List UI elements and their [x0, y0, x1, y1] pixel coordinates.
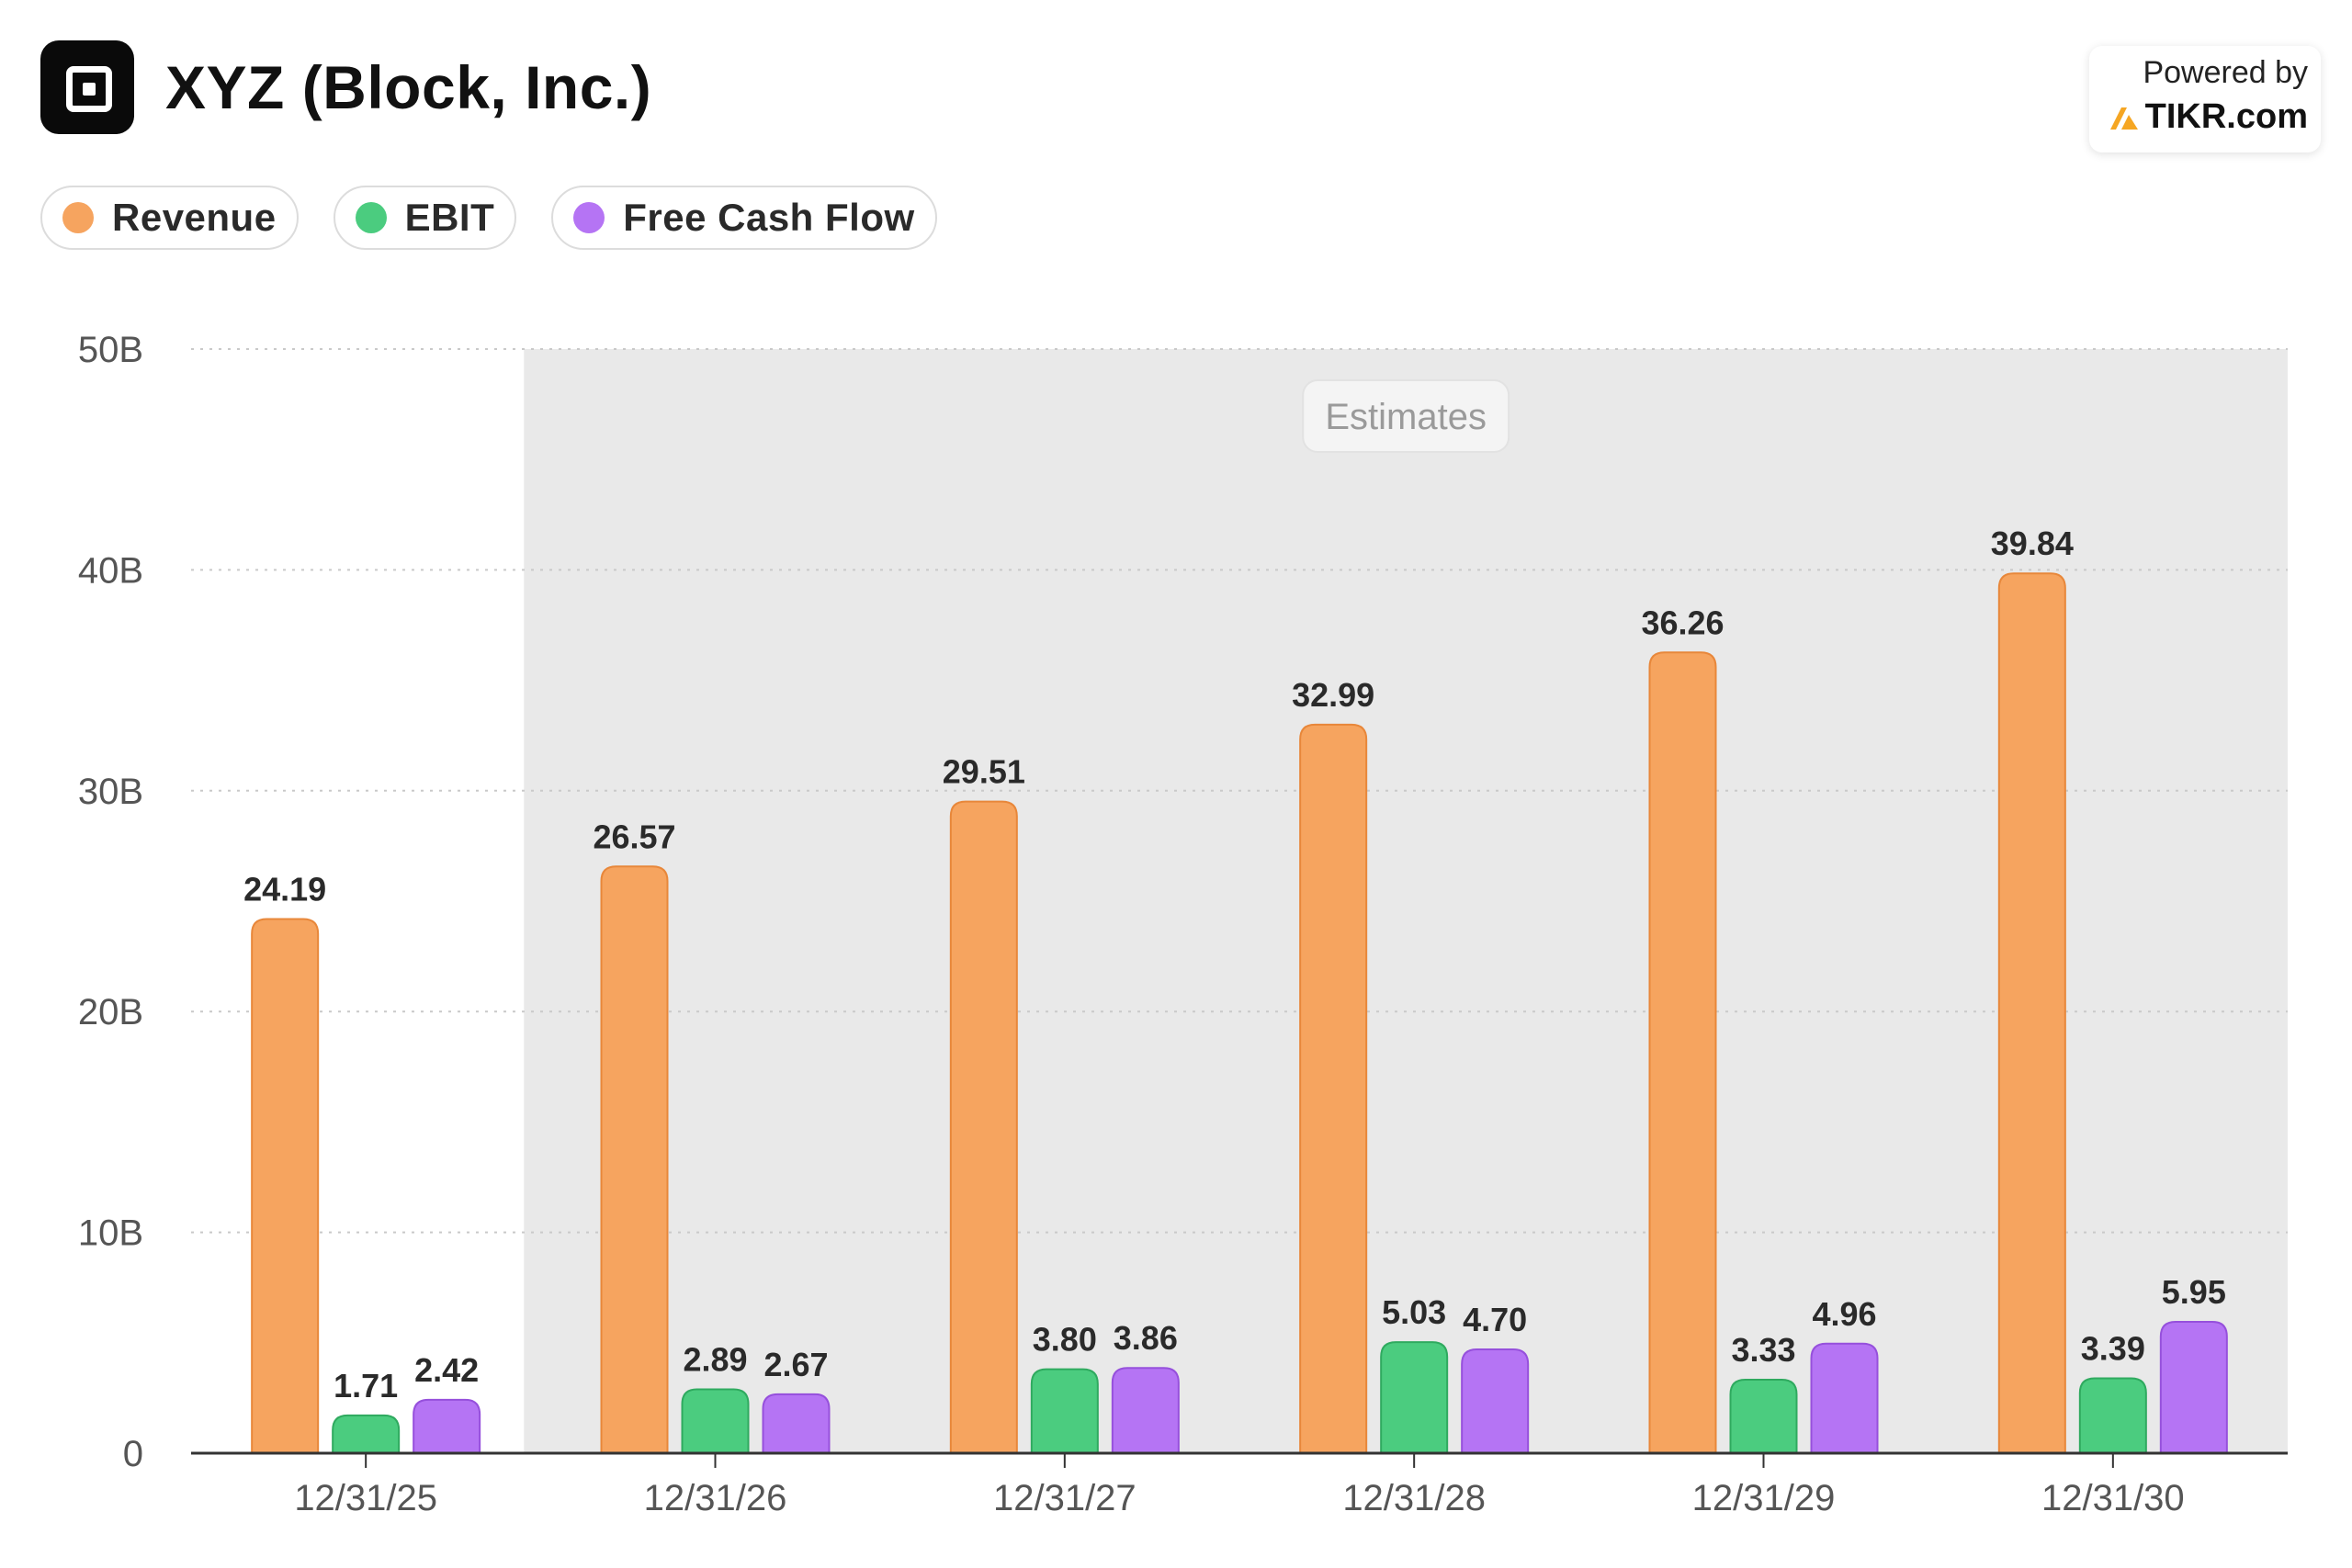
y-tick-label: 50B [78, 330, 143, 370]
bar-free-cash-flow [1461, 1348, 1530, 1454]
estimates-label: Estimates [1325, 397, 1487, 437]
legend-label-revenue: Revenue [112, 196, 277, 239]
x-tick-label: 12/31/25 [294, 1478, 437, 1518]
data-label: 4.96 [1812, 1295, 1876, 1333]
bar-revenue [251, 918, 320, 1454]
bar-free-cash-flow [1111, 1367, 1180, 1454]
legend-label-free-cash-flow: Free Cash Flow [623, 196, 915, 239]
data-label: 36.26 [1641, 604, 1724, 641]
data-label: 3.33 [1731, 1331, 1795, 1369]
data-label: 2.89 [683, 1341, 747, 1379]
x-tick-label: 12/31/28 [1342, 1478, 1486, 1518]
ebit-dot-icon [355, 202, 387, 233]
data-label: 29.51 [943, 753, 1025, 791]
x-tick-label: 12/31/26 [644, 1478, 787, 1518]
bar-ebit [1380, 1341, 1449, 1454]
bar-ebit [2078, 1377, 2147, 1454]
chart-header: XYZ (Block, Inc.) [40, 40, 651, 134]
data-label: 5.95 [2162, 1273, 2226, 1311]
bar-free-cash-flow [413, 1398, 481, 1454]
bar-ebit [332, 1414, 401, 1454]
legend-item-ebit[interactable]: EBIT [333, 186, 517, 250]
bar-ebit [681, 1388, 750, 1454]
chart-title: XYZ (Block, Inc.) [165, 53, 652, 121]
bar-free-cash-flow [762, 1393, 831, 1454]
data-label: 32.99 [1292, 676, 1374, 714]
y-tick-label: 20B [78, 992, 143, 1032]
legend-label-ebit: EBIT [404, 196, 495, 239]
y-tick-label: 40B [78, 550, 143, 591]
data-label: 24.19 [243, 870, 326, 908]
y-tick-label: 0 [123, 1434, 143, 1474]
data-label: 2.42 [414, 1351, 479, 1389]
block-logo-icon [40, 40, 134, 134]
tikr-brand: TIKR.com [2109, 97, 2308, 137]
bar-free-cash-flow [2159, 1320, 2228, 1454]
legend-item-free-cash-flow[interactable]: Free Cash Flow [551, 186, 937, 250]
data-label: 3.80 [1033, 1321, 1097, 1359]
estimates-region [524, 349, 2289, 1453]
bar-revenue [1299, 723, 1368, 1454]
data-label: 3.39 [2081, 1330, 2145, 1368]
powered-by-badge[interactable]: Powered by TIKR.com [2089, 46, 2321, 152]
bar-ebit [1030, 1368, 1099, 1454]
y-tick-label: 10B [78, 1213, 143, 1254]
estimates-badge [1302, 379, 1510, 453]
x-tick-label: 12/31/27 [993, 1478, 1136, 1518]
x-tick-label: 12/31/29 [1692, 1478, 1836, 1518]
x-tick-label: 12/31/30 [2041, 1478, 2185, 1518]
legend: Revenue EBIT Free Cash Flow [40, 186, 972, 250]
data-label: 2.67 [763, 1346, 828, 1383]
free-cash-flow-dot-icon [573, 202, 605, 233]
powered-by-text: Powered by [2143, 55, 2308, 90]
bar-revenue [1997, 572, 2066, 1454]
data-label: 39.84 [1991, 525, 2074, 562]
tikr-logo-icon [2109, 107, 2138, 130]
data-label: 5.03 [1382, 1293, 1446, 1331]
bar-revenue [949, 800, 1018, 1454]
bar-revenue [1648, 651, 1717, 1454]
revenue-dot-icon [62, 202, 94, 233]
tikr-brand-label: TIKR.com [2144, 97, 2308, 136]
data-label: 26.57 [593, 818, 675, 855]
bar-revenue [600, 865, 669, 1454]
data-label: 1.71 [334, 1367, 398, 1404]
data-label: 4.70 [1463, 1301, 1527, 1338]
bar-ebit [1729, 1378, 1798, 1454]
data-label: 3.86 [1114, 1319, 1178, 1357]
y-tick-label: 30B [78, 772, 143, 812]
legend-item-revenue[interactable]: Revenue [40, 186, 299, 250]
bar-free-cash-flow [1810, 1342, 1879, 1454]
